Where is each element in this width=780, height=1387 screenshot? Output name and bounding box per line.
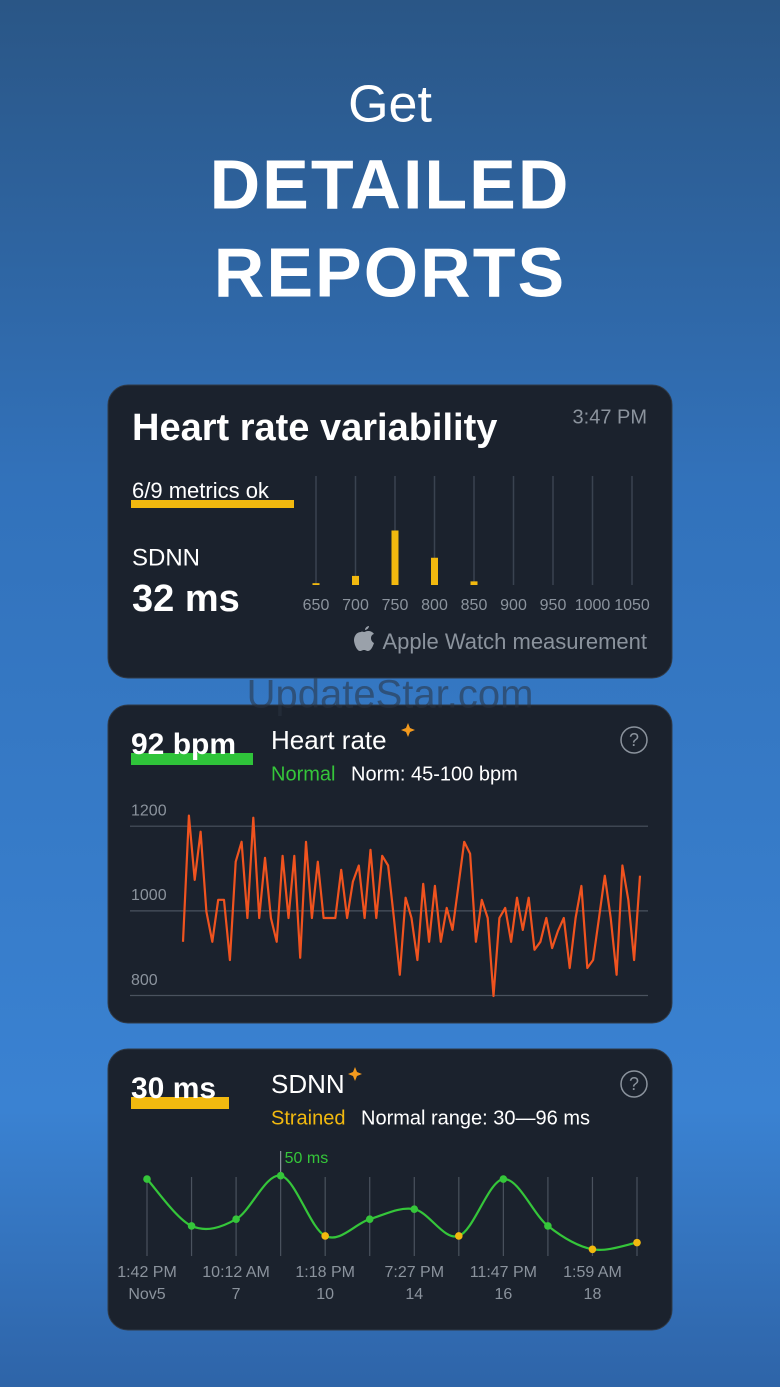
y-tick-label: 800 — [131, 972, 158, 989]
highlight — [131, 500, 294, 508]
help-button[interactable] — [620, 1070, 648, 1098]
x-tick-label: 800 — [421, 597, 448, 614]
point — [187, 1222, 196, 1230]
x-tick-label: 850 — [461, 597, 488, 614]
point — [232, 1215, 240, 1224]
x-tick-label: 1050 — [614, 597, 650, 614]
x-tick-sublabel: 7 — [232, 1286, 241, 1303]
bar — [391, 530, 399, 585]
sparkle — [401, 723, 415, 737]
source: Apple Watch measurement — [382, 629, 647, 654]
point — [544, 1222, 552, 1230]
x-tick-label: 650 — [303, 597, 330, 614]
status: Normal — [271, 763, 335, 785]
header-line: Get — [348, 76, 432, 134]
x-tick-label: 1:59 AM — [563, 1264, 622, 1281]
line — [181, 814, 642, 998]
bar — [431, 557, 438, 585]
time: 3:47 PM — [573, 406, 647, 428]
header-line: REPORTS — [214, 233, 566, 311]
card — [107, 704, 673, 1024]
point — [276, 1171, 285, 1180]
highlight — [131, 753, 253, 765]
point — [365, 1215, 374, 1224]
x-tick-label: 1000 — [575, 597, 611, 614]
bar — [470, 581, 478, 585]
point — [143, 1175, 151, 1183]
x-tick-sublabel: 10 — [316, 1286, 334, 1303]
x-tick-sublabel: 16 — [494, 1286, 512, 1303]
header-line: DETAILED — [210, 145, 571, 223]
x-tick-sublabel: 18 — [584, 1286, 602, 1303]
help-icon[interactable]: ? — [629, 730, 639, 750]
bar — [312, 583, 320, 585]
sparkle — [348, 1067, 362, 1081]
point — [410, 1205, 419, 1213]
point — [321, 1232, 329, 1240]
annotation: 50 ms — [285, 1150, 329, 1167]
card — [107, 1048, 673, 1331]
x-tick-label: 11:47 PM — [470, 1264, 537, 1281]
card-title: Heart rate variability — [132, 407, 497, 449]
x-tick-sublabel: Nov5 — [128, 1286, 165, 1303]
metric-label: SDNN — [132, 544, 200, 571]
watermark: UpdateStar.com — [247, 673, 534, 717]
point — [499, 1175, 508, 1183]
point — [455, 1232, 463, 1240]
highlight — [131, 1097, 229, 1109]
point — [588, 1245, 597, 1254]
metric-value: 92 bpm — [131, 728, 236, 761]
status: Strained — [271, 1107, 346, 1129]
x-tick-label: 700 — [342, 597, 369, 614]
card-title: Heart rate — [271, 725, 387, 755]
x-tick-label: 750 — [382, 597, 409, 614]
metrics-status: 6/9 metrics ok — [132, 478, 270, 503]
help-button[interactable] — [620, 726, 648, 754]
help-icon[interactable]: ? — [629, 1074, 639, 1094]
metric-value: 30 ms — [131, 1072, 216, 1105]
x-tick-label: 950 — [540, 597, 567, 614]
range: Normal range: 30—96 ms — [361, 1107, 590, 1129]
x-tick-label: 7:27 PM — [384, 1264, 444, 1281]
point — [633, 1238, 641, 1247]
charts: 650 700 750 800 850 900 950 1000 105080010001200… — [117, 476, 650, 1303]
x-tick-label: 1:42 PM — [117, 1264, 177, 1281]
y-tick-label: 1200 — [131, 802, 167, 819]
metric-value: 32 ms — [132, 578, 240, 620]
norm: Norm: 45-100 bpm — [351, 763, 518, 785]
x-tick-label: 1:18 PM — [295, 1264, 355, 1281]
x-tick-label: 10:12 AM — [202, 1264, 270, 1281]
card — [107, 384, 673, 679]
card-title: SDNN — [271, 1069, 345, 1099]
x-tick-sublabel: 14 — [405, 1286, 423, 1303]
apple-icon — [354, 626, 374, 651]
y-tick-label: 1000 — [131, 887, 167, 904]
x-tick-label: 900 — [500, 597, 527, 614]
bar — [352, 575, 359, 585]
